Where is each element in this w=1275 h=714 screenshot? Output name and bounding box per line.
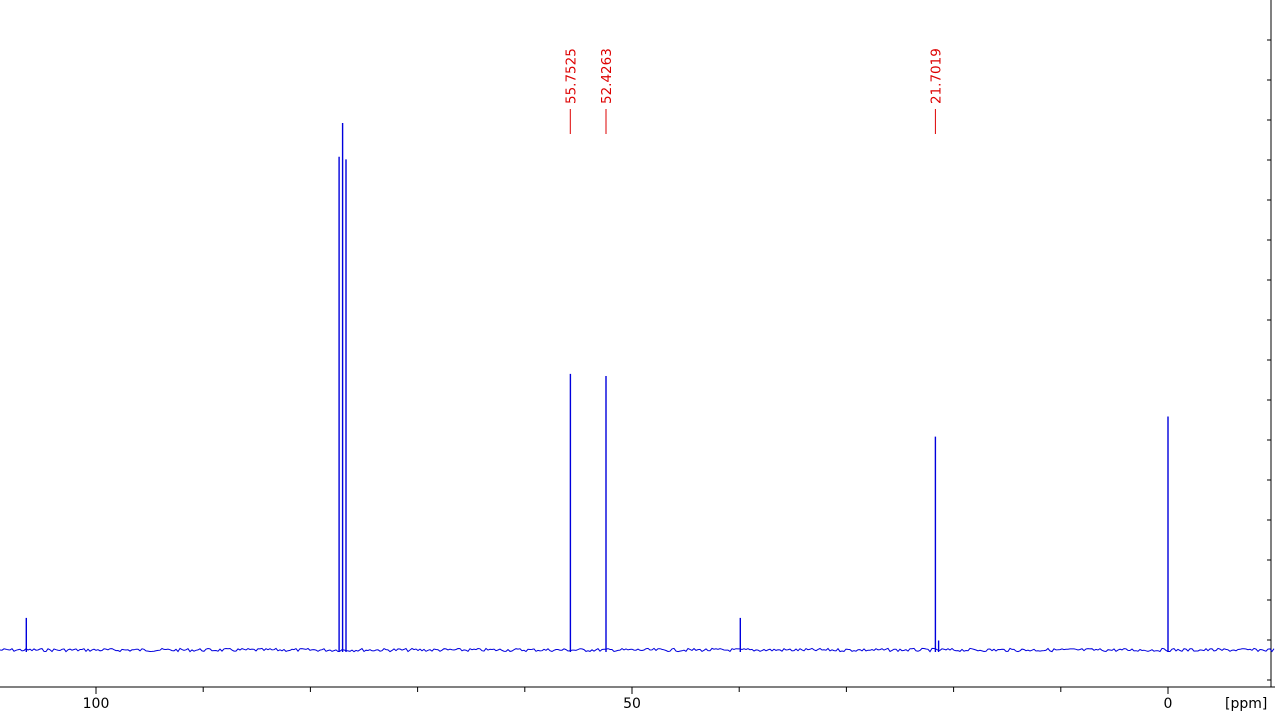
peak-label-13: 21.7019 [928, 48, 944, 104]
x-tick-label-50: 50 [623, 696, 641, 712]
x-axis-unit-label: [ppm] [1225, 696, 1267, 712]
spectrum-peaks [25, 123, 1169, 652]
x-tick-label-100: 100 [83, 696, 110, 712]
peak-labels: 166.0710151.6955145.3696141.8383132.8968… [563, 48, 944, 134]
x-tick-label-0: 0 [1164, 696, 1173, 712]
peak-label-12: 52.4263 [599, 48, 615, 104]
peak-label-11: 55.7525 [563, 48, 579, 104]
spectrum-baseline [0, 647, 1275, 653]
intensity-scale [1267, 0, 1272, 687]
x-axis: 200150100500 [83, 687, 1173, 712]
